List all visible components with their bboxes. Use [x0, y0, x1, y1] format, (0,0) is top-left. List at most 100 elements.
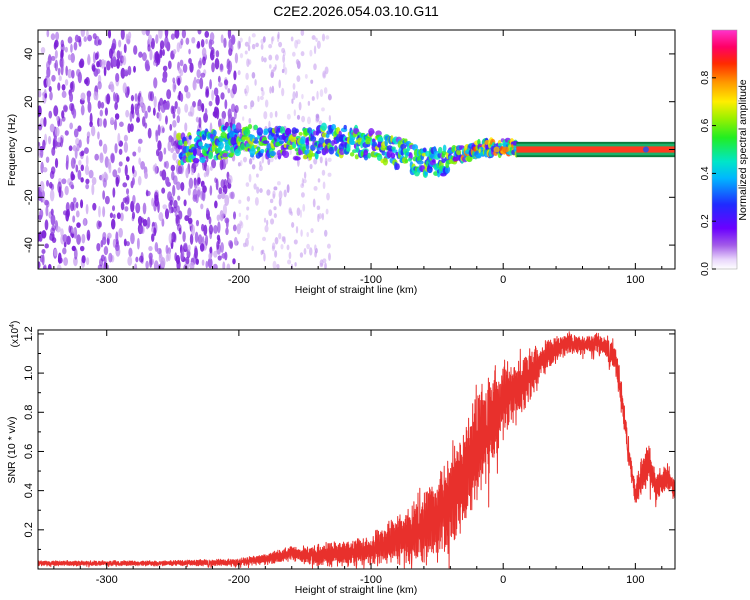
noise-dot [51, 224, 56, 231]
sparse-noise-dot [318, 120, 323, 126]
signal-blob [363, 155, 369, 161]
sparse-noise-dot [302, 203, 306, 212]
sparse-noise-dot [282, 50, 286, 57]
noise-dot [157, 124, 161, 136]
noise-dot [218, 82, 223, 88]
noise-dot [201, 47, 207, 58]
y-tick-label: 0.4 [23, 483, 35, 498]
noise-dot [221, 110, 227, 120]
sparse-noise-dot [307, 116, 311, 125]
noise-dot [231, 36, 236, 45]
noise-dot [165, 253, 169, 262]
noise-dot [127, 123, 131, 134]
noise-dot [87, 101, 92, 113]
noise-dot [162, 65, 168, 72]
noise-dot [127, 256, 133, 266]
signal-blob [294, 128, 299, 134]
sparse-noise-dot [325, 35, 330, 40]
sparse-noise-dot [284, 67, 288, 75]
sparse-noise-dot [251, 71, 256, 79]
sparse-noise-dot [259, 95, 264, 101]
noise-dot [133, 263, 138, 269]
sparse-noise-dot [313, 158, 318, 165]
signal-blob [442, 144, 447, 152]
noise-dot [120, 201, 125, 211]
noise-dot [59, 56, 65, 69]
chart-title: C2E2.2026.054.03.10.G11 [273, 3, 439, 19]
noise-dot [137, 138, 143, 144]
noise-dot [182, 231, 186, 243]
noise-dot [172, 120, 177, 128]
noise-dot [207, 257, 213, 269]
noise-dot [199, 77, 204, 90]
sparse-noise-dot [281, 236, 285, 242]
noise-dot [234, 236, 238, 246]
sparse-noise-dot [274, 237, 279, 245]
sparse-noise-dot [323, 229, 328, 237]
noise-dot [120, 30, 125, 40]
noise-dot [119, 121, 124, 127]
noise-dot [62, 247, 67, 255]
noise-dot [92, 202, 97, 211]
sparse-noise-dot [306, 243, 310, 250]
signal-blob [302, 154, 308, 160]
sparse-noise-dot [327, 94, 333, 101]
noise-dot [188, 48, 191, 55]
sparse-noise-dot [253, 183, 257, 190]
noise-dot [112, 169, 118, 178]
sparse-noise-dot [264, 99, 269, 108]
sparse-noise-dot [286, 184, 290, 194]
noise-dot [146, 216, 151, 229]
noise-dot [185, 37, 190, 45]
noise-dot [104, 107, 108, 116]
noise-dot [155, 130, 159, 143]
noise-dot [53, 105, 59, 117]
sparse-noise-dot [301, 192, 305, 198]
noise-dot [80, 164, 85, 172]
noise-dot [106, 60, 111, 71]
noise-dot [217, 255, 222, 261]
noise-dot [70, 52, 75, 64]
noise-dot [63, 257, 69, 266]
noise-dot [115, 174, 121, 185]
signal-blob [199, 156, 206, 163]
signal-blob [218, 141, 224, 150]
sparse-noise-dot [278, 79, 281, 89]
signal-blob [365, 137, 371, 145]
signal-blob [328, 146, 335, 155]
noise-dot [58, 75, 62, 82]
sparse-noise-dot [269, 111, 273, 119]
noise-dot [152, 107, 156, 116]
signal-blob [493, 146, 500, 153]
sparse-noise-dot [277, 31, 280, 40]
signal-blob [431, 159, 436, 163]
noise-dot [46, 66, 51, 79]
signal-blob [198, 141, 203, 147]
noise-dot [218, 187, 223, 195]
noise-dot [191, 224, 195, 236]
noise-dot [200, 203, 204, 210]
noise-dot [141, 30, 147, 36]
noise-dot [79, 245, 85, 252]
noise-dot [223, 178, 228, 189]
noise-dot [49, 91, 53, 101]
noise-dot [97, 100, 102, 110]
noise-dot [99, 258, 104, 267]
signal-blob [283, 143, 288, 148]
noise-dot [209, 166, 213, 172]
noise-dot [100, 240, 104, 248]
signal-blob [254, 137, 259, 141]
sparse-noise-dot [256, 186, 260, 194]
noise-dot [57, 137, 62, 143]
sparse-noise-dot [268, 209, 273, 217]
sparse-noise-dot [251, 245, 254, 252]
noise-dot [196, 69, 201, 79]
x-tick-label: -200 [228, 274, 250, 286]
signal-blob [244, 127, 251, 137]
noise-dot [196, 40, 201, 49]
noise-dot [187, 217, 193, 224]
noise-dot [140, 161, 146, 170]
noise-dot [184, 85, 189, 93]
noise-dot [63, 241, 67, 248]
